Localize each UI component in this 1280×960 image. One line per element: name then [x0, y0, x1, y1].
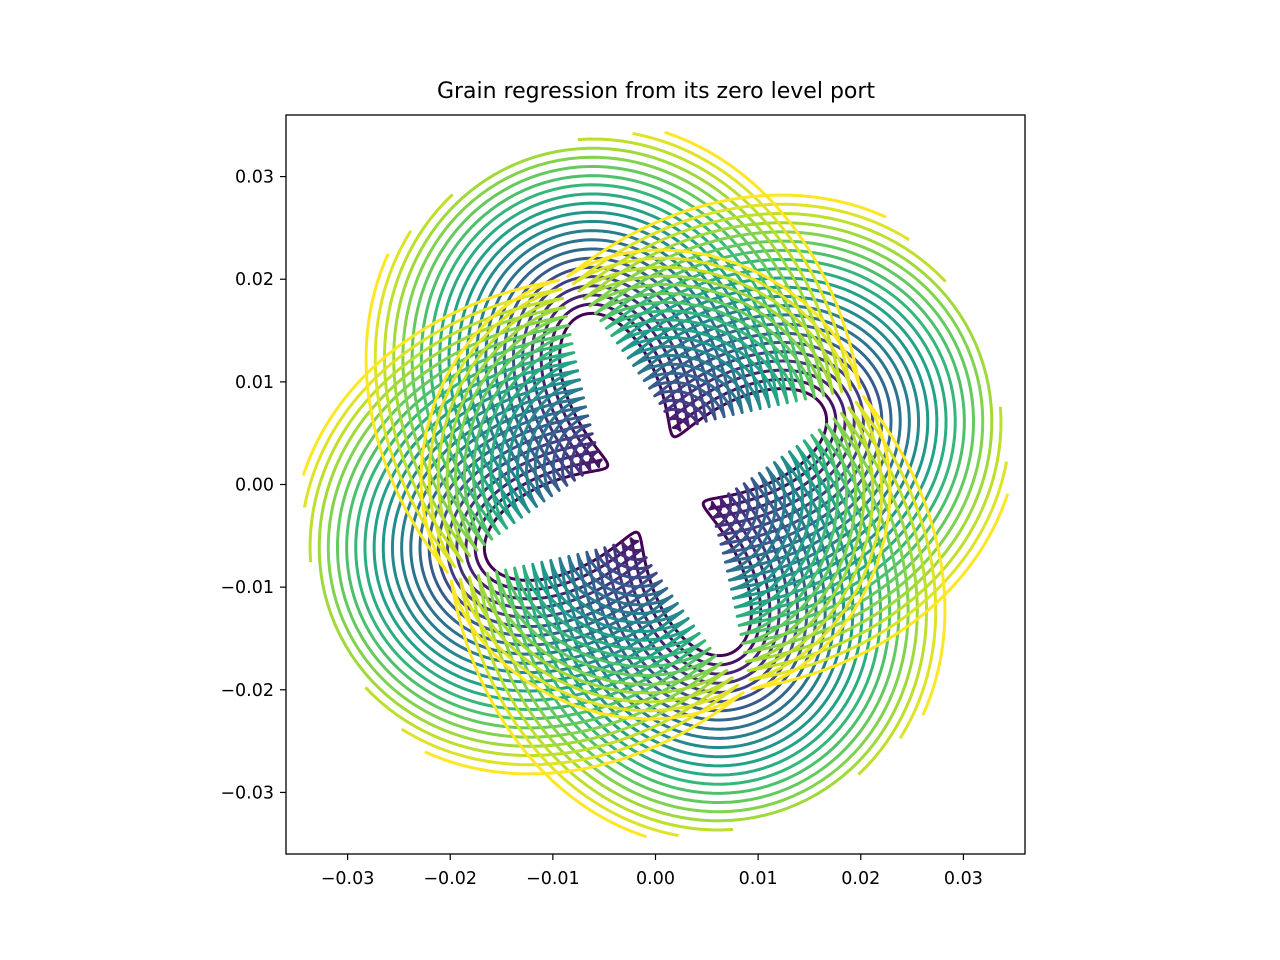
y-tick-label: −0.03 — [220, 783, 274, 803]
x-tick-label: 0.02 — [841, 869, 880, 889]
contour-line — [455, 284, 856, 685]
y-tick-label: 0.01 — [235, 373, 274, 393]
contour-line — [390, 219, 921, 750]
y-tick-label: 0.02 — [235, 270, 274, 290]
y-axis: −0.03 −0.02 −0.01 0.00 0.01 0.02 0.03 — [220, 168, 286, 803]
contour-line — [335, 164, 976, 805]
y-tick-label: −0.01 — [220, 578, 274, 598]
contour-line — [326, 155, 985, 814]
x-tick-label: 0.00 — [636, 869, 675, 889]
y-tick-label: 0.00 — [235, 476, 274, 496]
x-tick-label: −0.01 — [526, 869, 580, 889]
x-tick-label: 0.03 — [944, 869, 983, 889]
contour-line — [302, 131, 1009, 838]
contour-line — [301, 130, 1010, 839]
x-axis: −0.03 −0.02 −0.01 0.00 0.01 0.02 0.03 — [321, 854, 983, 889]
contour-line — [381, 210, 930, 759]
contour-line — [400, 229, 911, 740]
x-tick-label: 0.01 — [739, 869, 778, 889]
x-tick-label: −0.02 — [423, 869, 477, 889]
contour-line — [372, 201, 939, 768]
contour-lines — [301, 130, 1010, 839]
y-tick-label: 0.03 — [235, 168, 274, 188]
contour-line — [308, 137, 1003, 832]
y-tick-label: −0.02 — [220, 681, 274, 701]
chart-title: Grain regression from its zero level por… — [437, 79, 875, 104]
contour-line — [317, 146, 994, 823]
x-tick-label: −0.03 — [321, 869, 375, 889]
